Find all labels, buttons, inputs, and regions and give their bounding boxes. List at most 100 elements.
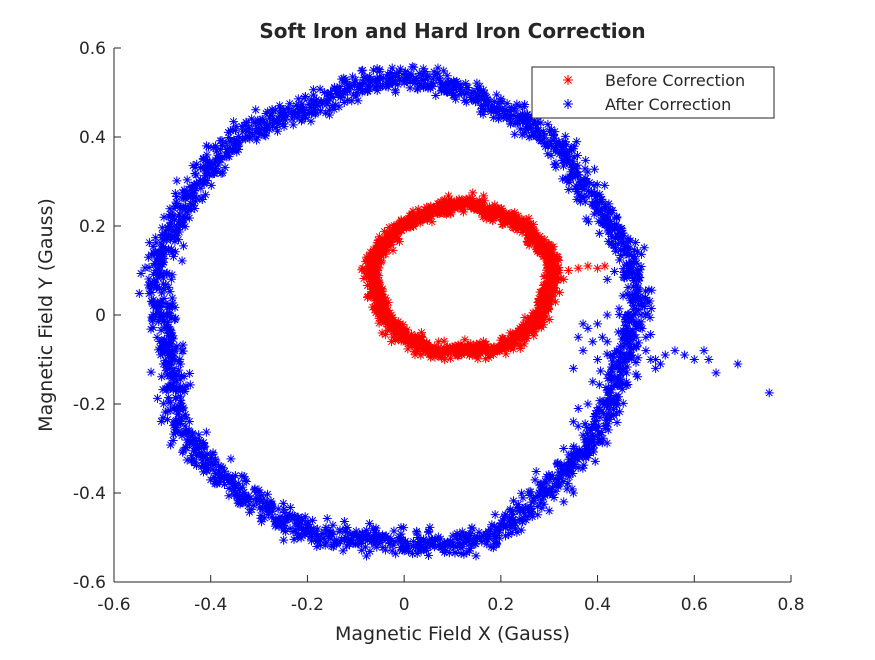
data-point <box>590 188 600 198</box>
data-point <box>578 319 588 329</box>
data-point <box>159 212 169 222</box>
data-point <box>358 263 368 273</box>
data-point <box>212 478 222 488</box>
data-point <box>378 243 388 253</box>
data-point <box>604 409 614 419</box>
data-point <box>408 537 418 547</box>
data-point <box>160 355 170 365</box>
data-point <box>621 328 631 338</box>
data-point <box>612 418 622 428</box>
data-point <box>327 101 337 111</box>
data-point <box>549 259 559 269</box>
data-point <box>498 217 508 227</box>
data-point <box>503 210 513 220</box>
data-point <box>195 163 205 173</box>
data-point <box>144 238 154 248</box>
data-point <box>299 108 309 118</box>
data-point <box>368 284 378 294</box>
data-point <box>394 75 404 85</box>
data-point <box>308 99 318 109</box>
data-point <box>278 498 288 508</box>
data-point <box>365 72 375 82</box>
data-point <box>568 143 578 153</box>
data-point <box>218 463 228 473</box>
data-point <box>540 142 550 152</box>
data-point <box>486 542 496 552</box>
data-point <box>558 161 568 171</box>
data-point <box>351 526 361 536</box>
data-point <box>477 345 487 355</box>
data-point <box>238 127 248 137</box>
data-point <box>482 92 492 102</box>
data-point <box>163 325 173 335</box>
data-point <box>251 105 261 115</box>
data-point <box>229 136 239 146</box>
data-point <box>370 275 380 285</box>
data-point <box>602 337 612 347</box>
data-point <box>574 445 584 455</box>
data-point <box>520 100 530 110</box>
y-tick-label: 0.2 <box>79 217 106 237</box>
data-point <box>413 545 423 555</box>
data-point <box>167 332 177 342</box>
data-point <box>471 350 481 360</box>
data-point <box>263 489 273 499</box>
data-point <box>412 339 422 349</box>
data-point <box>145 284 155 294</box>
data-point <box>440 202 450 212</box>
data-point <box>309 524 319 534</box>
data-point <box>590 456 600 466</box>
data-point <box>573 403 583 413</box>
data-point <box>624 270 634 280</box>
data-point <box>293 108 303 118</box>
data-point <box>456 339 466 349</box>
data-point <box>633 247 643 257</box>
data-point <box>375 240 385 250</box>
data-point <box>441 545 451 555</box>
data-point <box>637 299 647 309</box>
data-point <box>169 429 179 439</box>
data-point <box>390 536 400 546</box>
data-point <box>500 336 510 346</box>
data-point <box>148 295 158 305</box>
data-point <box>577 177 587 187</box>
data-point <box>206 475 216 485</box>
data-point <box>551 144 561 154</box>
data-point <box>589 164 599 174</box>
data-point <box>509 105 519 115</box>
data-point <box>457 197 467 207</box>
data-point <box>563 478 573 488</box>
data-point <box>372 256 382 266</box>
data-point <box>542 257 552 267</box>
data-point <box>456 79 466 89</box>
data-point <box>550 133 560 143</box>
data-point <box>603 369 613 379</box>
data-point <box>620 312 630 322</box>
data-point <box>531 307 541 317</box>
data-point <box>564 154 574 164</box>
data-point <box>640 286 650 296</box>
data-point <box>615 353 625 363</box>
data-point <box>604 226 614 236</box>
data-point <box>178 340 188 350</box>
data-point <box>211 157 221 167</box>
data-point <box>613 376 623 386</box>
data-point <box>564 177 574 187</box>
data-point <box>547 470 557 480</box>
data-point <box>384 77 394 87</box>
data-point <box>309 106 319 116</box>
data-point <box>616 224 626 234</box>
data-point <box>166 221 176 231</box>
data-point <box>528 127 538 137</box>
legend-box <box>531 66 775 119</box>
data-point <box>631 320 641 330</box>
data-point <box>483 529 493 539</box>
data-point <box>518 517 528 527</box>
data-point <box>531 316 541 326</box>
data-point <box>158 273 168 283</box>
data-point <box>365 519 375 529</box>
data-point <box>457 527 467 537</box>
data-point <box>399 546 409 556</box>
data-point <box>304 107 314 117</box>
data-point <box>549 492 559 502</box>
